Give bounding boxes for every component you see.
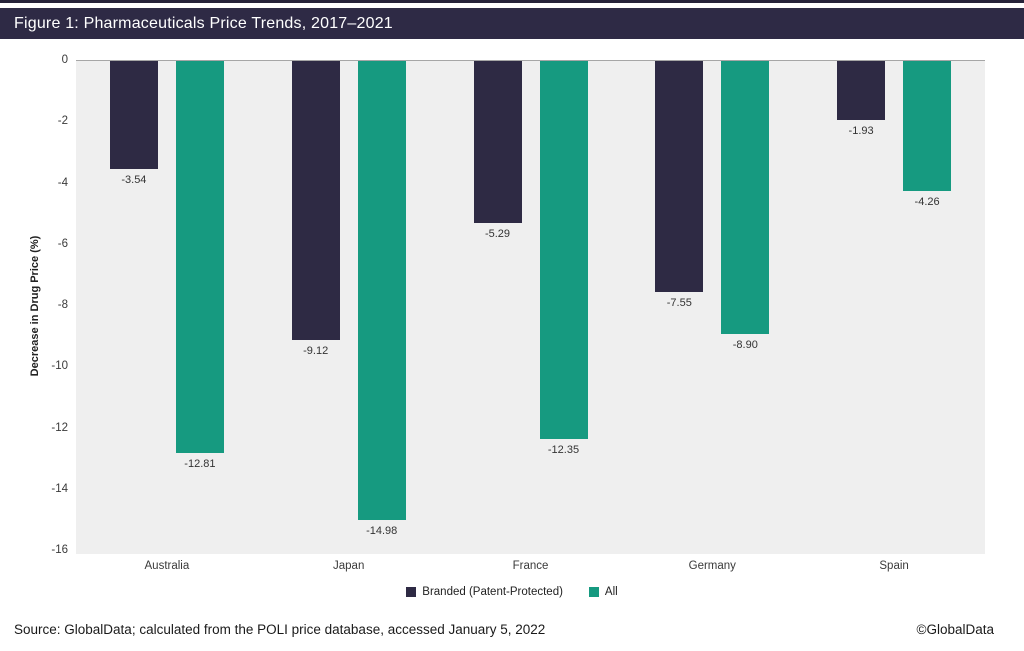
legend-swatch-icon [406,587,417,597]
bar-value-label: -9.12 [303,345,329,358]
bar-all-australia [175,61,224,454]
bar-branded-australia [109,61,158,170]
y-tick-label: -14 [51,482,68,495]
y-tick-label: -4 [57,176,68,189]
figure-title: Figure 1: Pharmaceuticals Price Trends, … [14,15,393,32]
bar-value-label: -4.26 [914,196,940,209]
category-label-japan: Japan [333,560,365,572]
source-text: Source: GlobalData; calculated from the … [14,622,546,637]
legend-label: Branded (Patent-Protected) [422,586,563,598]
bar-value-label: -12.35 [547,444,580,457]
bar-all-germany [721,61,770,334]
legend-item: All [588,586,618,598]
bar-value-label: -14.98 [366,524,398,537]
figure-title-bar: Figure 1: Pharmaceuticals Price Trends, … [0,8,1024,39]
chart-legend: Branded (Patent-Protected) All [0,586,1024,598]
bar-branded-japan [291,61,340,341]
category-label-france: France [512,560,549,572]
bar-value-label: -8.90 [732,338,758,351]
bar-all-france [539,61,588,440]
bar-branded-france [473,61,522,223]
category-label-spain: Spain [879,560,909,572]
plot-area: -3.54 -12.81 -9.12 -14.98 -5.29 -12.35 -7.55 -8… [76,60,985,554]
y-tick-label: -8 [57,299,68,311]
bar-branded-spain [837,61,886,121]
copyright-text: ©GlobalData [916,622,995,637]
legend-label: All [604,586,618,598]
bar-value-label: -1.93 [848,125,874,138]
bar-value-label: -3.54 [121,174,147,187]
bar-value-label: -7.55 [666,297,692,310]
bar-value-label: -5.29 [484,228,511,240]
bar-branded-germany [655,61,704,293]
bar-all-japan [357,61,406,520]
y-tick-label: -6 [57,237,68,250]
y-tick-label: -10 [51,360,68,373]
top-border-strip [0,0,1024,3]
category-label-australia: Australia [144,560,190,572]
bar-value-label: -12.81 [184,458,216,471]
y-tick-label: -16 [51,544,68,556]
y-tick-label: -2 [57,115,68,128]
legend-swatch-icon [588,587,599,597]
legend-item: Branded (Patent-Protected) [406,586,563,598]
y-tick-label: 0 [61,54,68,66]
bar-all-spain [903,61,952,192]
y-tick-label: -12 [51,421,68,434]
category-label-germany: Germany [688,560,736,572]
